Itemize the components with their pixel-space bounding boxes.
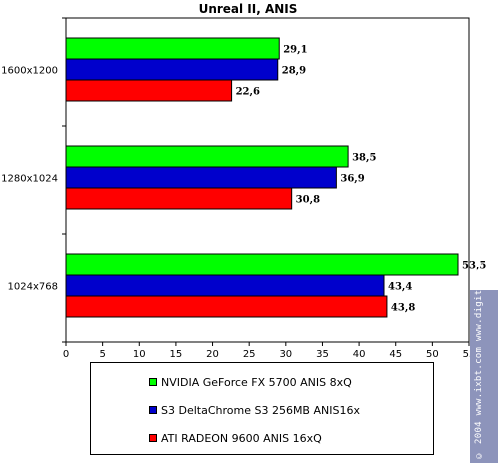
legend-item-s3: S3 DeltaChrome S3 256MB ANIS16x [149,403,360,417]
legend-label-ati: ATI RADEON 9600 ANIS 16xQ [161,431,322,445]
bar [65,253,459,276]
x-tick-label: 15 [170,349,183,360]
category-label: 1024x768 [8,282,58,293]
legend-swatch-blue [149,406,157,414]
data-label: 30,8 [296,195,320,206]
category-label: 1280x1024 [1,174,58,185]
legend-label-s3: S3 DeltaChrome S3 256MB ANIS16x [161,403,360,417]
watermark: © 2004 www.ixbt.com www.digit-life.com [470,238,498,463]
bar [65,37,280,60]
data-label: 22,6 [236,87,260,98]
bar [65,58,279,81]
category-label: 1600x1200 [1,66,58,77]
x-tick-label: 40 [353,349,366,360]
bar [65,145,349,168]
data-label: 53,5 [462,261,486,272]
data-labels: 29,1 28,9 22,6 38,5 36,9 30,8 53,5 43,4 43,8 [236,45,487,314]
bar [65,79,233,102]
x-tick-label: 5 [99,349,105,360]
legend: NVIDIA GeForce FX 5700 ANIS 8xQ S3 Delta… [90,362,434,455]
x-tick-label: 50 [426,349,439,360]
x-tick-label: 30 [279,349,292,360]
chart-title: Unreal II, ANIS [199,2,298,16]
data-label: 43,8 [391,303,415,314]
legend-item-ati: ATI RADEON 9600 ANIS 16xQ [149,431,322,445]
data-label: 28,9 [282,66,306,77]
x-tick-label: 35 [316,349,329,360]
x-tick-label: 20 [206,349,219,360]
bar [65,187,293,210]
x-tick-label: 10 [133,349,146,360]
x-tick-label: 0 [63,349,69,360]
watermark-text: © 2004 www.ixbt.com www.digit-life.com [474,238,484,460]
data-label: 38,5 [352,153,376,164]
legend-label-nvidia: NVIDIA GeForce FX 5700 ANIS 8xQ [161,375,352,389]
data-label: 29,1 [283,45,307,56]
bar [65,295,388,318]
y-category-labels: 1600x1200 1280x1024 1024x768 [1,66,58,293]
legend-item-nvidia: NVIDIA GeForce FX 5700 ANIS 8xQ [149,375,352,389]
x-tick-label: 55 [463,349,476,360]
x-tick-labels: 0 5 10 15 20 25 30 35 40 45 50 55 [63,349,476,360]
legend-swatch-green [149,378,157,386]
data-label: 43,4 [388,282,412,293]
x-tick-label: 45 [389,349,402,360]
axis-ticks [62,17,470,346]
bars [65,37,459,318]
bar [65,166,337,189]
x-tick-label: 25 [243,349,256,360]
bar [65,274,385,297]
data-label: 36,9 [340,174,364,185]
legend-swatch-red [149,434,157,442]
